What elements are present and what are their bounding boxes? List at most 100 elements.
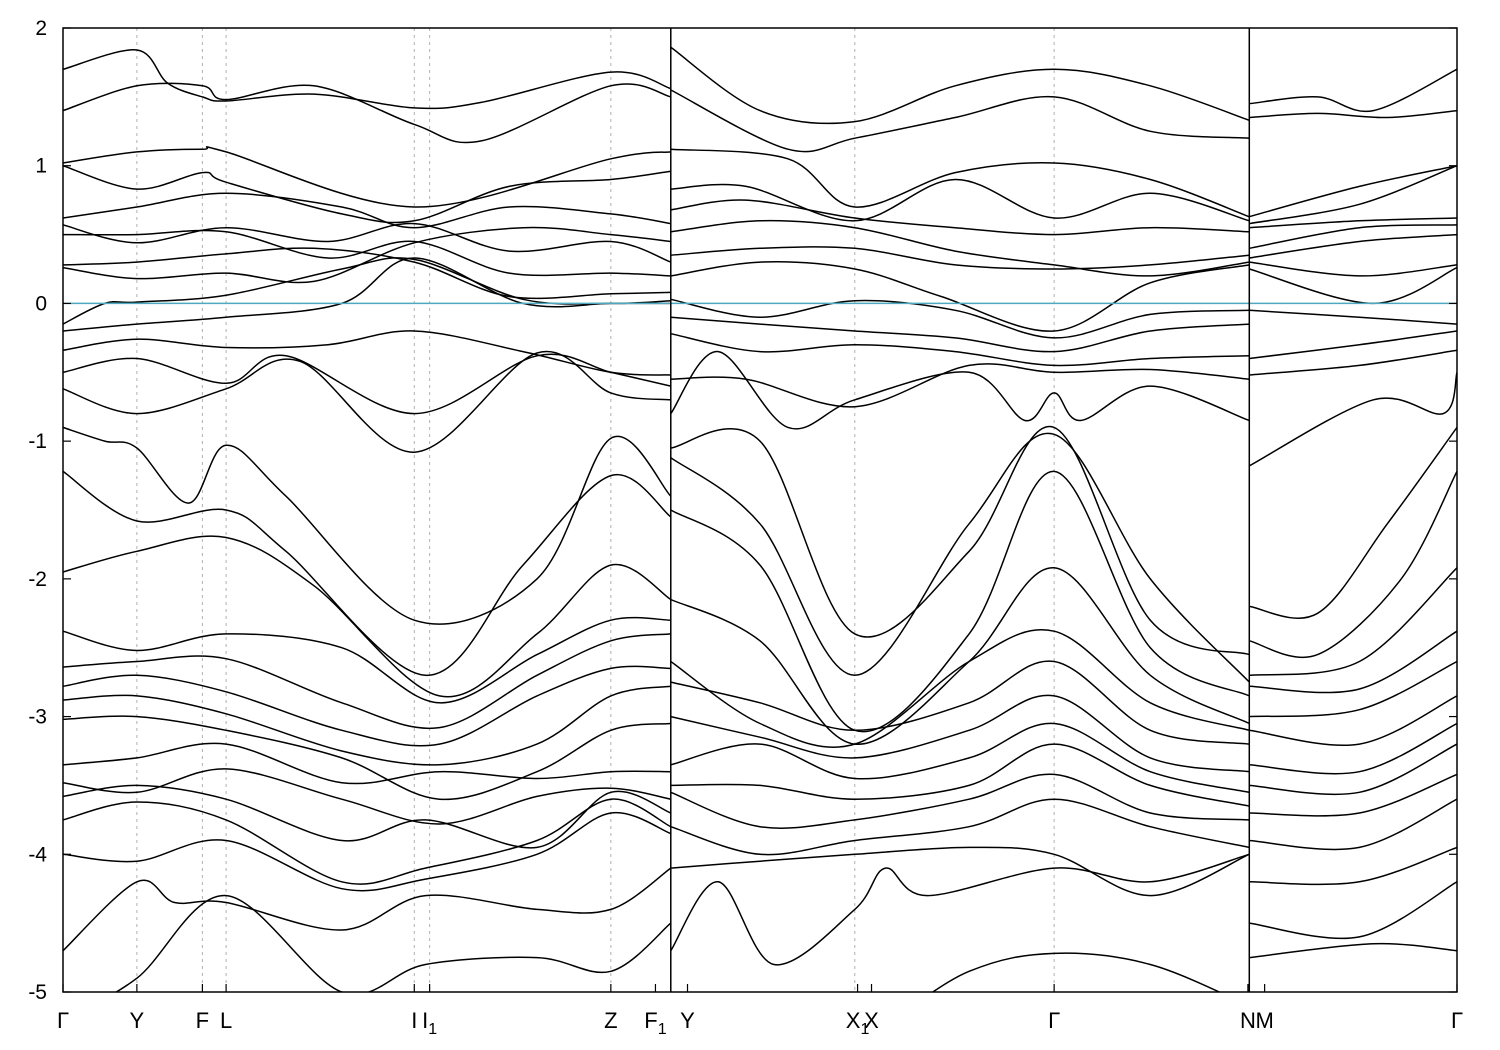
- band-line-27: [63, 867, 672, 952]
- band-line-72: [1249, 630, 1457, 694]
- band-line-2: [63, 146, 671, 208]
- band-line-20: [63, 685, 671, 766]
- band-line-41: [670, 350, 1250, 430]
- band-line-34: [670, 219, 1250, 277]
- y-tick-label: -2: [28, 568, 47, 591]
- band-line-60: [1249, 217, 1457, 229]
- band-line-35: [670, 246, 1250, 270]
- band-line-65: [1249, 309, 1457, 325]
- kpoint-label: F1: [644, 1008, 666, 1038]
- y-tick-label: 1: [35, 155, 47, 178]
- band-line-64: [1249, 266, 1457, 305]
- band-line-52: [670, 798, 1250, 856]
- kpoint-label: Y: [130, 1008, 145, 1033]
- band-line-58: [1249, 164, 1457, 218]
- y-tick-label: 2: [35, 17, 47, 40]
- band-line-28: [114, 894, 672, 992]
- band-line-81: [1249, 942, 1457, 959]
- band-line-37: [670, 298, 1250, 339]
- band-line-33: [670, 199, 1250, 236]
- band-line-68: [1248, 372, 1457, 467]
- band-line-6: [63, 229, 671, 277]
- band-line-78: [1249, 798, 1457, 851]
- kpoint-label: Γ: [1451, 1008, 1463, 1033]
- band-line-29: [670, 46, 1250, 125]
- kpoint-label: Γ: [57, 1008, 69, 1033]
- band-line-46: [670, 629, 1250, 748]
- band-line-25: [63, 798, 672, 885]
- band-line-70: [1249, 471, 1457, 659]
- band-line-43: [670, 432, 1250, 683]
- band-line-40: [670, 363, 1250, 408]
- band-line-18: [63, 633, 671, 730]
- band-line-62: [1249, 233, 1457, 259]
- kpoint-label: Γ: [1048, 1008, 1060, 1033]
- band-line-10: [63, 257, 671, 332]
- band-line-32: [670, 178, 1250, 222]
- band-line-26: [63, 811, 672, 892]
- band-line-39: [670, 332, 1250, 367]
- band-line-61: [1249, 224, 1457, 250]
- band-line-71: [1249, 567, 1457, 677]
- band-line-15: [63, 470, 672, 677]
- kpoint-label: N: [1240, 1008, 1256, 1033]
- y-tick-label: -3: [28, 706, 47, 729]
- band-line-55: [931, 952, 1222, 992]
- band-line-44: [670, 470, 1250, 733]
- band-line-23: [63, 768, 671, 825]
- band-line-30: [670, 89, 1250, 153]
- band-line-66: [1249, 330, 1457, 360]
- band-line-7: [63, 247, 671, 300]
- band-line-11: [63, 330, 671, 376]
- band-line-73: [1249, 660, 1457, 718]
- band-line-17: [63, 616, 671, 704]
- band-line-54: [670, 853, 1250, 966]
- band-line-50: [670, 743, 1250, 807]
- band-line-48: [670, 694, 1250, 773]
- band-line-9: [63, 257, 671, 325]
- band-line-79: [1249, 846, 1457, 886]
- kpoint-label: X: [864, 1008, 879, 1033]
- kpoint-label: F: [196, 1008, 209, 1033]
- band-line-69: [1249, 426, 1457, 619]
- gridlines: [136, 28, 1250, 992]
- band-line-14: [63, 426, 672, 625]
- band-line-19: [63, 665, 671, 747]
- kpoint-label: Y: [680, 1008, 695, 1033]
- band-line-80: [1249, 881, 1457, 940]
- band-line-1: [63, 82, 671, 144]
- band-line-56: [1249, 68, 1457, 113]
- band-line-3: [63, 164, 671, 224]
- y-tick-label: 0: [35, 292, 47, 315]
- band-line-38: [670, 316, 1250, 353]
- y-tick-label: -4: [28, 843, 47, 866]
- band-line-5: [63, 222, 672, 263]
- band-line-76: [1249, 743, 1457, 796]
- band-line-0: [63, 49, 672, 110]
- kpoint-label: I: [411, 1008, 417, 1033]
- y-tick-label: -5: [28, 981, 47, 1004]
- band-line-13: [63, 350, 671, 453]
- y-tick-label: -1: [28, 430, 47, 453]
- y-axis-ticks: -5 -4 -3 -2 -1 0 1 2: [28, 17, 1457, 1004]
- band-line-22: [63, 742, 671, 785]
- band-line-74: [1249, 695, 1457, 746]
- band-line-36: [670, 261, 1250, 332]
- band-line-51: [670, 773, 1250, 829]
- band-line-24: [63, 784, 672, 849]
- band-line-47: [670, 660, 1250, 745]
- kpoint-label: I1: [422, 1008, 437, 1038]
- kpoint-label: M: [1255, 1008, 1273, 1033]
- band-line-16: [63, 535, 672, 698]
- band-line-42: [670, 425, 1250, 656]
- band-line-59: [1249, 165, 1457, 225]
- band-line-63: [1249, 261, 1457, 277]
- bands: [63, 46, 1457, 992]
- band-line-57: [1249, 109, 1457, 119]
- kpoint-label: Z: [604, 1008, 617, 1033]
- band-line-12: [63, 353, 671, 415]
- path-discontinuities: [670, 28, 1251, 992]
- band-line-4: [63, 192, 671, 229]
- kpoint-label: L: [220, 1008, 232, 1033]
